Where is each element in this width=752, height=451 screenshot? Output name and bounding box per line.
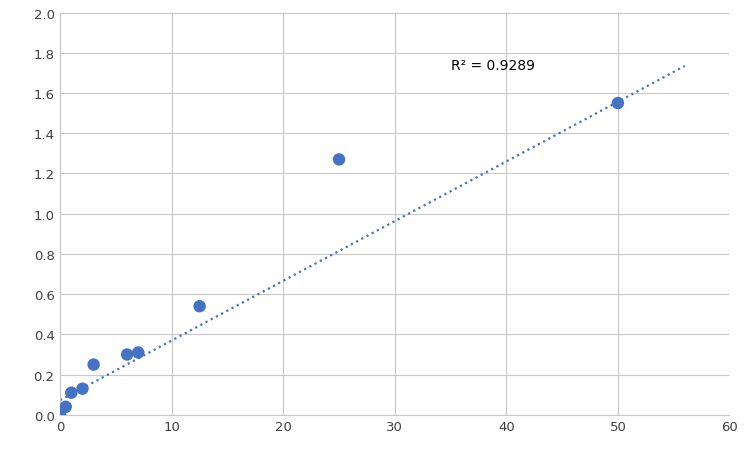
Point	[87, 361, 99, 368]
Point	[193, 303, 205, 310]
Point	[54, 411, 66, 419]
Point	[612, 100, 624, 107]
Point	[132, 349, 144, 356]
Text: R² = 0.9289: R² = 0.9289	[450, 59, 535, 73]
Point	[121, 351, 133, 358]
Point	[77, 385, 89, 392]
Point	[59, 403, 71, 410]
Point	[65, 389, 77, 396]
Point	[333, 156, 345, 164]
